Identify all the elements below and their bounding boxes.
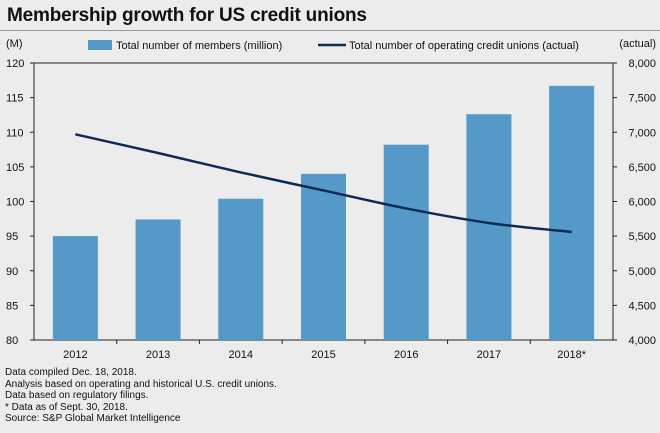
- left-axis-tick-label: 100: [6, 197, 24, 209]
- right-axis-tick-label: 5,000: [628, 266, 656, 278]
- x-axis-tick-label: 2012: [63, 349, 87, 361]
- right-axis-unit: (actual): [619, 38, 656, 50]
- x-axis-tick-label: 2015: [311, 349, 335, 361]
- note-line: Data compiled Dec. 18, 2018.: [5, 367, 137, 378]
- left-axis-tick-label: 110: [6, 127, 24, 139]
- x-axis-tick-label: 2018*: [557, 349, 586, 361]
- bar-members: [466, 114, 512, 341]
- left-axis-tick-label: 85: [6, 300, 18, 312]
- note-line: Data based on regulatory filings.: [5, 390, 149, 402]
- left-axis-tick-label: 90: [6, 266, 18, 278]
- line-credit-unions: [75, 133, 572, 234]
- bar-members: [301, 173, 346, 340]
- chart-notes: Data compiled Dec. 18, 2018. Analysis ba…: [5, 367, 277, 425]
- bar-members: [383, 144, 429, 340]
- bar-members: [135, 219, 181, 340]
- note-line: Source: S&P Global Market Intelligence: [5, 413, 181, 425]
- legend-label-credit-unions: Total number of operating credit unions …: [349, 40, 579, 52]
- right-axis-tick-label: 4,500: [628, 300, 656, 312]
- chart-title: Membership growth for US credit unions: [7, 5, 367, 26]
- right-axis-tick-label: 6,500: [628, 162, 656, 174]
- right-axis-tick-label: 5,500: [628, 231, 656, 243]
- note-line: Analysis based on operating and historic…: [5, 378, 277, 390]
- x-axis-tick-label: 2014: [229, 349, 253, 361]
- right-axis-tick-label: 6,000: [628, 197, 656, 209]
- title-divider: [0, 30, 660, 31]
- left-axis-tick-label: 115: [6, 93, 24, 105]
- bar-members: [52, 236, 98, 340]
- left-axis-tick-label: 95: [6, 231, 18, 243]
- left-axis-tick-label: 105: [6, 162, 24, 174]
- note-line: * Data as of Sept. 30, 2018.: [5, 401, 128, 413]
- right-axis-tick-label: 4,000: [628, 335, 656, 347]
- left-axis-tick-label: 120: [6, 58, 24, 70]
- x-axis-tick-label: 2016: [394, 349, 418, 361]
- bar-members: [549, 85, 595, 340]
- bar-members: [218, 198, 264, 340]
- x-axis-tick-label: 2017: [477, 349, 501, 361]
- right-axis-tick-label: 7,000: [628, 127, 656, 139]
- right-axis-tick-label: 8,000: [628, 58, 656, 70]
- left-axis-unit: (M): [6, 38, 23, 50]
- left-axis-tick-label: 80: [6, 335, 18, 347]
- right-axis-tick-label: 7,500: [628, 93, 656, 105]
- x-axis-tick-label: 2013: [146, 349, 170, 361]
- legend-swatch-members: [88, 40, 112, 50]
- legend-label-members: Total number of members (million): [116, 40, 282, 52]
